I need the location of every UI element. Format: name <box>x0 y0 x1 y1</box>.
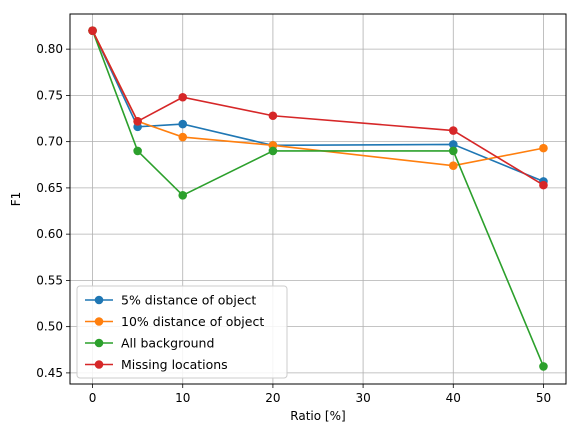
data-point <box>133 147 142 156</box>
y-tick-label: 0.45 <box>36 366 63 380</box>
x-axis-label: Ratio [%] <box>290 409 345 423</box>
x-tick-label: 10 <box>175 391 190 405</box>
x-tick-label: 0 <box>89 391 97 405</box>
y-axis-label: F1 <box>9 192 23 207</box>
data-point <box>178 133 187 142</box>
data-point <box>449 147 458 156</box>
legend-marker <box>95 296 104 305</box>
y-tick-label: 0.60 <box>36 227 63 241</box>
legend: 5% distance of object 10% distance of obj… <box>77 286 287 378</box>
data-point <box>449 161 458 170</box>
y-tick-label: 0.75 <box>36 88 63 102</box>
y-tick-label: 0.70 <box>36 135 63 149</box>
series-2 <box>88 26 548 170</box>
data-point <box>269 147 278 156</box>
series-1 <box>88 26 548 185</box>
legend-marker <box>95 317 104 326</box>
series-4 <box>88 26 548 189</box>
y-tick-label: 0.80 <box>36 42 63 56</box>
data-point <box>178 191 187 200</box>
x-tick-label: 20 <box>265 391 280 405</box>
y-tick-label: 0.55 <box>36 273 63 287</box>
legend-marker <box>95 360 104 369</box>
x-tick-label: 50 <box>536 391 551 405</box>
legend-marker <box>95 339 104 348</box>
data-point <box>133 117 142 126</box>
data-point <box>539 144 548 153</box>
data-point <box>178 120 187 129</box>
series-line <box>93 31 544 182</box>
legend-label: 10% distance of object <box>121 314 264 329</box>
legend-label: 5% distance of object <box>121 293 256 308</box>
data-point <box>539 181 548 190</box>
x-tick-label: 30 <box>355 391 370 405</box>
data-point <box>178 93 187 102</box>
y-tick-label: 0.50 <box>36 320 63 334</box>
data-point <box>449 126 458 135</box>
data-point <box>88 26 97 35</box>
legend-label: Missing locations <box>121 357 228 372</box>
y-tick-label: 0.65 <box>36 181 63 195</box>
data-point <box>269 111 278 120</box>
data-point <box>539 362 548 371</box>
legend-label: All background <box>121 336 214 351</box>
x-tick-label: 40 <box>446 391 461 405</box>
